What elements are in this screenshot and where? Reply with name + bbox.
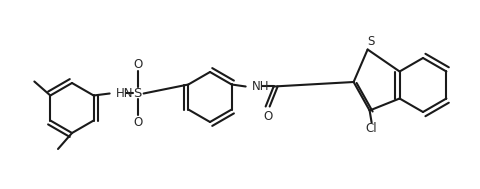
Text: O: O <box>133 58 142 71</box>
Text: O: O <box>133 116 142 129</box>
Text: O: O <box>263 110 272 123</box>
Text: NH: NH <box>251 80 269 93</box>
Text: S: S <box>366 35 373 48</box>
Text: Cl: Cl <box>365 122 377 135</box>
Text: HN: HN <box>115 87 133 100</box>
Text: S: S <box>133 87 142 100</box>
